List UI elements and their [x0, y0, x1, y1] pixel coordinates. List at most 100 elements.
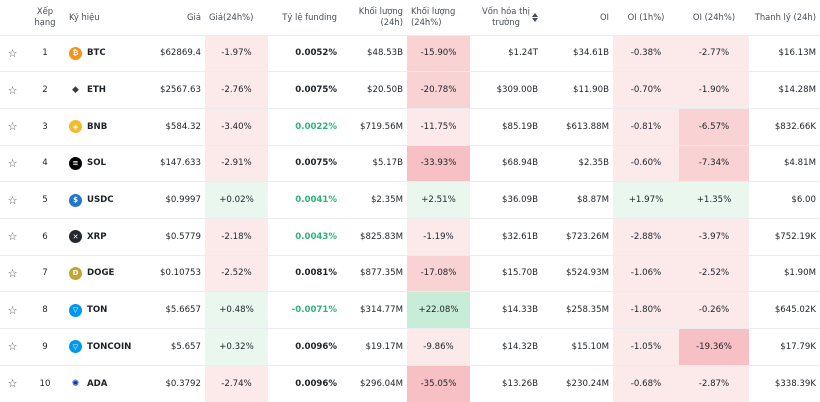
funding-rate-cell: 0.0081% — [295, 268, 337, 279]
coin-symbol: TON — [87, 305, 108, 316]
favorite-star-icon[interactable]: ☆ — [7, 156, 18, 170]
coin-cell[interactable]: ≡ SOL — [69, 156, 126, 170]
open-interest-cell: $230.24M — [566, 378, 609, 389]
ada-icon: ✺ — [69, 377, 82, 391]
coin-symbol: USDC — [87, 195, 114, 206]
market-cap-cell: $1.24T — [508, 48, 538, 59]
sort-icon[interactable] — [532, 12, 538, 22]
header-oi-1h[interactable]: OI (1h%) — [627, 11, 665, 22]
header-market-cap[interactable]: Vốn hóa thị trường — [470, 0, 542, 35]
coin-cell[interactable]: ◈ BNB — [69, 120, 126, 134]
coin-cell[interactable]: ₿ BTC — [69, 46, 126, 60]
coin-cell[interactable]: ▽ TON — [69, 303, 126, 317]
table-row[interactable]: ☆ 2 ◆ ETH $2567.63 -2.76% 0.0075% $20.50B -20.78… — [0, 71, 820, 109]
volume-cell: $20.50B — [367, 85, 403, 96]
rank-cell: 6 — [42, 231, 48, 242]
header-symbol[interactable]: Ký hiệu — [69, 11, 100, 22]
header-price-change-24h[interactable]: Giá(24h%) — [209, 11, 254, 22]
table-row[interactable]: ☆ 6 ✕ XRP $0.5779 -2.18% 0.0043% $825.83M -1.19%… — [0, 218, 820, 256]
open-interest-cell: $11.90B — [573, 85, 609, 96]
header-favorite — [0, 0, 25, 35]
header-liquidation-24h[interactable]: Thanh lý (24h) — [754, 11, 816, 22]
coin-cell[interactable]: D DOGE — [69, 266, 126, 280]
table-row[interactable]: ☆ 8 ▽ TON $5.6657 +0.48% -0.0071% $314.77M +22.0… — [0, 291, 820, 329]
table-row[interactable]: ☆ 1 ₿ BTC $62869.4 -1.97% 0.0052% $48.53B -15.90… — [0, 35, 820, 72]
favorite-star-icon[interactable]: ☆ — [7, 46, 18, 60]
funding-rate-cell: 0.0022% — [295, 121, 337, 132]
oi-1h-cell: -0.38% — [613, 35, 679, 72]
price-change-cell: -2.74% — [205, 365, 268, 402]
oi-24h-cell: -3.97% — [679, 218, 749, 256]
volume-cell: $296.04M — [360, 378, 403, 389]
oi-24h-cell: -19.36% — [679, 328, 749, 366]
oi-1h-cell: -0.70% — [613, 71, 679, 109]
table-row[interactable]: ☆ 9 ▽ TONCOIN $5.657 +0.32% 0.0096% $19.17M -9.8… — [0, 328, 820, 366]
xrp-icon: ✕ — [69, 230, 82, 244]
coin-cell[interactable]: $ USDC — [69, 193, 126, 207]
table-row[interactable]: ☆ 3 ◈ BNB $584.32 -3.40% 0.0022% $719.56M -11.75… — [0, 108, 820, 146]
open-interest-cell: $613.88M — [566, 121, 609, 132]
table-row[interactable]: ☆ 10 ✺ ADA $0.3792 -2.74% 0.0096% $296.04M -35.0… — [0, 365, 820, 402]
price-cell: $0.10753 — [159, 268, 201, 279]
table-row[interactable]: ☆ 7 D DOGE $0.10753 -2.52% 0.0081% $877.35M -17.… — [0, 255, 820, 292]
market-cap-cell: $13.26B — [502, 378, 538, 389]
coin-symbol: ADA — [87, 378, 108, 389]
header-price[interactable]: Giá — [187, 11, 201, 22]
favorite-star-icon[interactable]: ☆ — [7, 230, 18, 244]
oi-1h-cell: +1.97% — [613, 181, 679, 219]
sol-icon: ≡ — [69, 156, 82, 170]
coin-cell[interactable]: ✕ XRP — [69, 230, 126, 244]
favorite-star-icon[interactable]: ☆ — [7, 340, 18, 354]
oi-24h-cell: -2.52% — [679, 255, 749, 292]
oi-24h-cell: -2.87% — [679, 365, 749, 402]
header-rank[interactable]: Xếp hạng — [34, 6, 56, 28]
oi-1h-cell: -1.05% — [613, 328, 679, 366]
favorite-star-icon[interactable]: ☆ — [7, 303, 18, 317]
header-oi-24h[interactable]: OI (24h%) — [692, 11, 736, 22]
favorite-star-icon[interactable]: ☆ — [7, 266, 18, 280]
favorite-star-icon[interactable]: ☆ — [7, 120, 18, 134]
header-open-interest[interactable]: OI — [599, 11, 609, 22]
favorite-star-icon[interactable]: ☆ — [7, 377, 18, 391]
liquidation-cell: $4.81M — [783, 158, 816, 169]
market-cap-cell: $309.00B — [496, 85, 538, 96]
header-volume-24h[interactable]: Khối lượng (24h) — [358, 6, 403, 28]
volume-change-cell: -15.90% — [407, 35, 470, 72]
funding-rate-cell: 0.0041% — [295, 195, 337, 206]
table-body: ☆ 1 ₿ BTC $62869.4 -1.97% 0.0052% $48.53B -15.90… — [0, 35, 820, 402]
coin-cell[interactable]: ◆ ETH — [69, 83, 126, 97]
favorite-star-icon[interactable]: ☆ — [7, 83, 18, 97]
rank-cell: 9 — [42, 341, 48, 352]
volume-cell: $825.83M — [360, 231, 403, 242]
table-row[interactable]: ☆ 4 ≡ SOL $147.633 -2.91% 0.0075% $5.17B -33.93%… — [0, 145, 820, 182]
price-cell: $2567.63 — [159, 85, 201, 96]
open-interest-cell: $2.35B — [578, 158, 610, 169]
coin-symbol: BNB — [87, 121, 108, 132]
oi-1h-cell: -0.81% — [613, 108, 679, 146]
table-row[interactable]: ☆ 5 $ USDC $0.9997 +0.02% 0.0041% $2.35M +2.51% $… — [0, 181, 820, 219]
open-interest-cell: $723.26M — [566, 231, 609, 242]
market-cap-cell: $14.33B — [502, 305, 538, 316]
coin-cell[interactable]: ▽ TONCOIN — [69, 340, 131, 354]
coin-cell[interactable]: ✺ ADA — [69, 377, 126, 391]
funding-rate-cell: 0.0096% — [295, 341, 337, 352]
volume-cell: $719.56M — [360, 121, 403, 132]
price-cell: $584.32 — [165, 121, 201, 132]
favorite-star-icon[interactable]: ☆ — [7, 193, 18, 207]
rank-cell: 4 — [42, 158, 48, 169]
liquidation-cell: $6.00 — [791, 195, 816, 206]
oi-1h-cell: -1.06% — [613, 255, 679, 292]
usdc-icon: $ — [69, 193, 82, 207]
header-funding-rate[interactable]: Tỷ lệ funding — [282, 11, 337, 22]
open-interest-cell: $8.87M — [576, 195, 609, 206]
rank-cell: 5 — [42, 195, 48, 206]
bnb-icon: ◈ — [69, 120, 82, 134]
volume-change-cell: -9.86% — [407, 328, 470, 366]
price-change-cell: -2.76% — [205, 71, 268, 109]
open-interest-cell: $15.10M — [571, 341, 609, 352]
rank-cell: 10 — [39, 378, 51, 389]
header-volume-change-24h[interactable]: Khối lượng (24h%) — [411, 6, 456, 28]
volume-cell: $314.77M — [360, 305, 403, 316]
market-cap-label-line1: Vốn hóa thị — [482, 6, 530, 17]
liquidation-cell: $14.28M — [778, 85, 816, 96]
